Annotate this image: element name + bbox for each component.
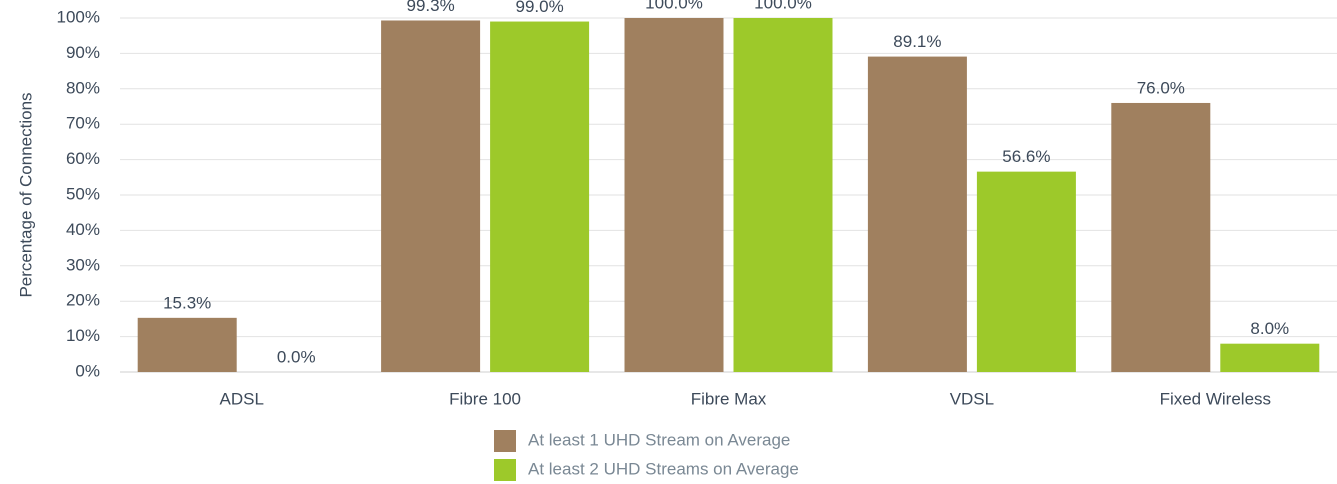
legend-label: At least 1 UHD Stream on Average (528, 430, 790, 449)
bar (1220, 343, 1320, 372)
legend-swatch (494, 459, 516, 481)
y-axis-label: Percentage of Connections (16, 92, 35, 297)
y-tick-label: 20% (66, 291, 100, 310)
bar (381, 20, 481, 373)
bar (867, 56, 967, 372)
legend-label: At least 2 UHD Streams on Average (528, 459, 799, 478)
bar (490, 21, 590, 372)
x-tick-label: ADSL (219, 389, 263, 408)
y-tick-label: 70% (66, 114, 100, 133)
bar (976, 171, 1076, 372)
y-tick-label: 0% (75, 361, 100, 380)
y-tick-label: 90% (66, 43, 100, 62)
value-label: 15.3% (163, 293, 211, 312)
x-tick-label: Fibre 100 (449, 389, 521, 408)
x-tick-label: VDSL (950, 389, 994, 408)
bar (733, 18, 833, 372)
value-label: 100.0% (754, 0, 812, 12)
y-tick-label: 40% (66, 220, 100, 239)
value-label: 0.0% (277, 347, 316, 366)
y-tick-label: 30% (66, 255, 100, 274)
y-tick-label: 80% (66, 78, 100, 97)
value-label: 56.6% (1002, 147, 1050, 166)
y-tick-label: 10% (66, 326, 100, 345)
value-label: 99.0% (515, 0, 563, 16)
legend-swatch (494, 430, 516, 452)
value-label: 89.1% (893, 32, 941, 51)
x-tick-label: Fibre Max (691, 389, 767, 408)
y-tick-label: 60% (66, 149, 100, 168)
y-tick-label: 50% (66, 184, 100, 203)
x-tick-label: Fixed Wireless (1160, 389, 1271, 408)
value-label: 100.0% (645, 0, 703, 12)
bar (137, 317, 237, 372)
value-label: 76.0% (1137, 78, 1185, 97)
y-tick-label: 100% (57, 7, 100, 26)
bar (624, 18, 724, 372)
value-label: 8.0% (1250, 319, 1289, 338)
bar (1111, 102, 1211, 373)
value-label: 99.3% (406, 0, 454, 15)
